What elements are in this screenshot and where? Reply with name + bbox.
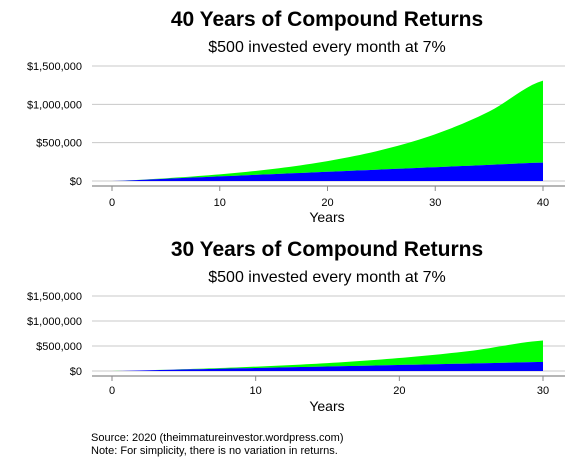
chart1-series-1-area xyxy=(112,162,543,181)
chart2-subtitle: $500 invested every month at 7% xyxy=(208,269,445,286)
chart2-x-tick-label: 20 xyxy=(393,385,405,397)
chart1-y-tick-label: $0 xyxy=(70,176,82,188)
chart2-x-tick-label: 10 xyxy=(250,385,262,397)
chart1-x-tick-label: 40 xyxy=(537,197,549,209)
simplicity-note: Note: For simplicity, there is no variat… xyxy=(91,445,338,457)
chart2-series-2-area xyxy=(112,340,543,371)
chart2-y-tick-label: $1,500,000 xyxy=(27,291,82,303)
chart2-series-1-area xyxy=(112,362,543,371)
chart1-title: 40 Years of Compound Returns xyxy=(171,8,483,31)
chart2-x-axis-label: Years xyxy=(309,398,344,414)
chart2-y-tick-label: $0 xyxy=(70,366,82,378)
chart2-x-tick-label: 0 xyxy=(109,385,115,397)
chart2-y-tick-label: $1,000,000 xyxy=(27,316,82,328)
chart1-y-tick-label: $1,000,000 xyxy=(27,99,82,111)
chart1-subtitle: $500 invested every month at 7% xyxy=(208,39,445,56)
chart1-x-axis-label: Years xyxy=(309,209,344,225)
chart2-x-tick-label: 30 xyxy=(537,385,549,397)
chart2-title: 30 Years of Compound Returns xyxy=(171,238,483,261)
chart1-x-tick-label: 10 xyxy=(214,197,226,209)
chart1-y-tick-label: $500,000 xyxy=(36,138,82,150)
source-note: Source: 2020 (theimmatureinvestor.wordpr… xyxy=(91,432,344,444)
chart2-y-tick-label: $500,000 xyxy=(36,341,82,353)
chart1-series-2-area xyxy=(112,80,543,181)
chart1-x-tick-label: 20 xyxy=(321,197,333,209)
chart1-y-tick-label: $1,500,000 xyxy=(27,61,82,73)
chart1-x-tick-label: 30 xyxy=(429,197,441,209)
chart1-x-tick-label: 0 xyxy=(109,197,115,209)
